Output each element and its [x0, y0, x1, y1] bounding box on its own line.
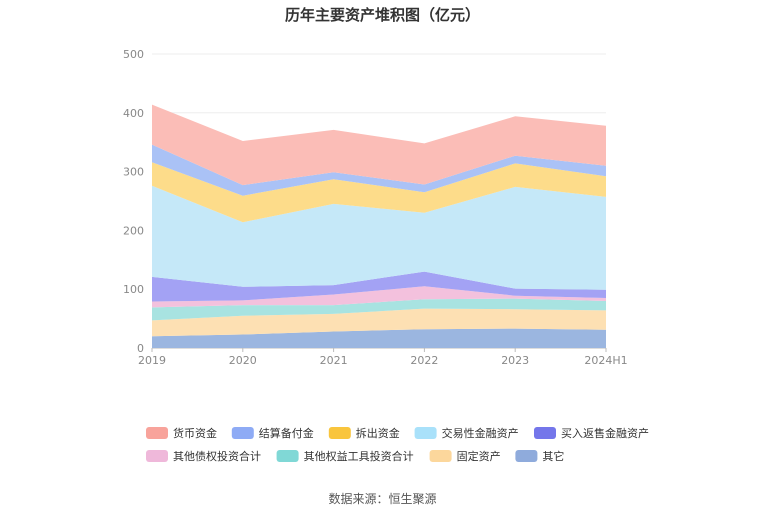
data-source: 数据来源：恒生聚源 — [328, 492, 437, 506]
legend-label[interactable]: 其他债权投资合计 — [173, 449, 261, 463]
x-tick-label: 2024H1 — [584, 354, 627, 367]
legend-swatch[interactable] — [328, 427, 351, 439]
x-tick-label: 2021 — [320, 354, 348, 367]
area-series-6 — [152, 162, 606, 223]
x-tick-label: 2023 — [501, 354, 529, 367]
area-series-0 — [152, 328, 606, 348]
legend-label[interactable]: 其他权益工具投资合计 — [304, 449, 414, 463]
y-tick-label: 400 — [123, 107, 144, 120]
legend-swatch[interactable] — [146, 450, 168, 462]
legend-swatch[interactable] — [414, 427, 437, 439]
x-tick-label: 2020 — [229, 354, 257, 367]
y-tick-label: 200 — [123, 224, 144, 237]
area-series-2 — [152, 298, 606, 321]
area-series-8 — [152, 104, 606, 186]
legend-label[interactable]: 固定资产 — [457, 449, 501, 463]
area-series-5 — [152, 185, 606, 290]
area-series-4 — [152, 271, 606, 302]
y-tick-label: 100 — [123, 283, 144, 296]
legend-label[interactable]: 拆出资金 — [356, 426, 400, 440]
area-series-1 — [152, 308, 606, 337]
legend-swatch[interactable] — [146, 427, 168, 439]
chart-title: 历年主要资产堆积图（亿元） — [284, 6, 480, 24]
legend-label[interactable]: 交易性金融资产 — [442, 426, 519, 440]
legend-swatch[interactable] — [534, 427, 556, 439]
y-tick-label: 500 — [123, 48, 144, 61]
legend-swatch[interactable] — [429, 450, 452, 462]
legend-label[interactable]: 买入返售金融资产 — [561, 426, 649, 440]
x-tick-label: 2019 — [138, 354, 166, 367]
y-tick-label: 300 — [123, 166, 144, 179]
legend-swatch[interactable] — [276, 450, 299, 462]
legend-label[interactable]: 其它 — [542, 449, 564, 463]
legend-swatch[interactable] — [231, 427, 254, 439]
legend-label[interactable]: 结算备付金 — [259, 426, 314, 440]
area-series-7 — [152, 144, 606, 196]
x-tick-label: 2022 — [410, 354, 438, 367]
legend-swatch[interactable] — [515, 450, 538, 462]
y-tick-label: 0 — [137, 342, 144, 355]
area-series-3 — [152, 286, 606, 308]
legend-label[interactable]: 货币资金 — [173, 426, 217, 440]
